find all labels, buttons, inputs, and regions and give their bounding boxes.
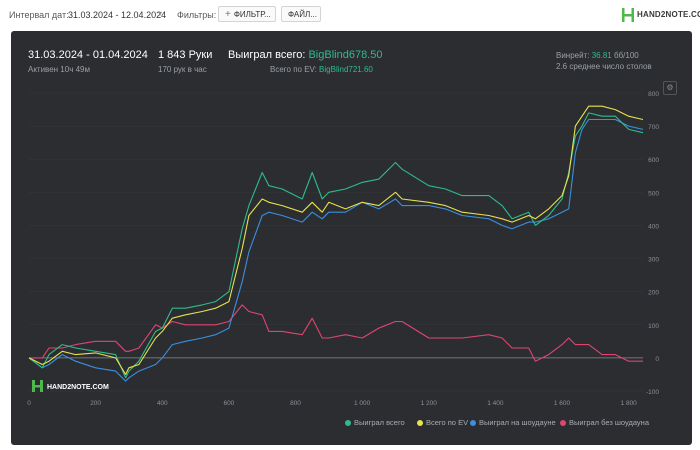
- x-tick-label: 600: [223, 400, 234, 407]
- won-total-label: Выиграл всего:: [228, 49, 306, 61]
- x-tick-label: 1 400: [487, 400, 504, 407]
- y-tick-label: 500: [648, 190, 659, 197]
- watermark-text: HAND2NOTE.COM: [47, 384, 109, 391]
- ev-total-label: Всего по EV:: [270, 65, 317, 74]
- chart-grid: [29, 92, 643, 392]
- filter-button[interactable]: + ФИЛЬТР...: [218, 6, 276, 22]
- y-tick-label: 0: [655, 356, 659, 363]
- x-tick-label: 1 000: [354, 400, 371, 407]
- toolbar: Интервал дат: 31.03.2024 - 12.04.2024 ▾ …: [0, 0, 700, 30]
- x-tick-label: 1 600: [554, 400, 571, 407]
- y-tick-label: 700: [648, 124, 659, 131]
- y-tick-label: 200: [648, 290, 659, 297]
- won-total-value: BigBlind678.50: [308, 49, 383, 61]
- ev-total-value: BigBlind721.60: [319, 65, 373, 74]
- left-edge: [0, 31, 3, 445]
- legend-label: Выиграл на шоудауне: [479, 418, 556, 427]
- legend-item[interactable]: Выиграл без шоудауна: [560, 418, 649, 427]
- won-total: Выиграл всего: BigBlind678.50: [228, 49, 382, 61]
- x-tick-label: 0: [27, 400, 31, 407]
- hands-per-hour: 170 рук в час: [158, 65, 207, 74]
- ev-total: Всего по EV: BigBlind721.60: [270, 65, 373, 74]
- legend-dot-icon: [470, 420, 476, 427]
- x-tick-label: 400: [157, 400, 168, 407]
- session-range: 31.03.2024 - 01.04.2024: [28, 49, 148, 61]
- legend-item[interactable]: Выиграл всего: [345, 418, 405, 427]
- x-tick-label: 200: [90, 400, 101, 407]
- active-time: Активен 10ч 49м: [28, 65, 90, 74]
- plus-icon: +: [225, 9, 231, 20]
- legend-item[interactable]: Всего по EV: [417, 418, 468, 427]
- logo-text: HAND2NOTE.COM: [637, 10, 700, 19]
- series-line: [28, 105, 644, 375]
- winrate: Винрейт: 36.81 бб/100: [556, 51, 639, 60]
- filters-label: Фильтры:: [177, 10, 217, 20]
- legend-dot-icon: [560, 420, 566, 427]
- settings-icon[interactable]: ⚙: [663, 81, 677, 95]
- hand2note-logo-icon: [622, 8, 634, 22]
- x-tick-label: 800: [290, 400, 301, 407]
- x-axis-ticks: 0 200 400 600 800 1 000 1 200 1 400 1 600 1 800: [27, 400, 637, 407]
- y-tick-label: 100: [648, 323, 659, 330]
- y-axis-ticks: 800 700 600 500 400 300 200 100 0 -100: [646, 91, 659, 396]
- y-tick-label: 600: [648, 157, 659, 164]
- winrate-value: 36.81: [591, 51, 612, 60]
- legend-label: Выиграл всего: [354, 418, 405, 427]
- legend-label: Выиграл без шоудауна: [569, 418, 649, 427]
- avg-tables: 2.6 среднее число столов: [556, 62, 652, 71]
- y-tick-label: 300: [648, 257, 659, 264]
- legend-label: Всего по EV: [426, 418, 469, 427]
- legend-dot-icon: [345, 420, 351, 427]
- series-line: [28, 112, 644, 379]
- legend-dot-icon: [417, 420, 423, 427]
- profit-chart: 800 700 600 500 400 300 200 100 0 -100 0 200 400 600…: [27, 91, 659, 407]
- x-tick-label: 1 200: [421, 400, 438, 407]
- series-line: [28, 118, 644, 382]
- y-tick-label: -100: [646, 389, 659, 396]
- watermark: HAND2NOTE.COM: [32, 380, 109, 392]
- date-range-select[interactable]: 31.03.2024 - 12.04.2024: [68, 10, 167, 20]
- file-button[interactable]: ФАЙЛ...: [281, 6, 321, 22]
- chart-lines: [28, 105, 644, 382]
- y-tick-label: 400: [648, 223, 659, 230]
- legend-item[interactable]: Выиграл на шоудауне: [470, 418, 556, 427]
- series-line: [29, 304, 643, 362]
- x-tick-label: 1 800: [621, 400, 638, 407]
- file-button-label: ФАЙЛ...: [288, 10, 317, 19]
- filter-button-label: ФИЛЬТР...: [233, 10, 271, 19]
- winrate-label: Винрейт:: [556, 51, 590, 60]
- hands-count: 1 843 Руки: [158, 49, 213, 61]
- winrate-unit: бб/100: [613, 51, 639, 60]
- interval-label: Интервал дат:: [9, 10, 69, 20]
- chevron-down-icon[interactable]: ▾: [158, 9, 163, 18]
- y-tick-label: 800: [648, 91, 659, 98]
- chart-panel: 31.03.2024 - 01.04.2024 Активен 10ч 49м …: [11, 31, 692, 445]
